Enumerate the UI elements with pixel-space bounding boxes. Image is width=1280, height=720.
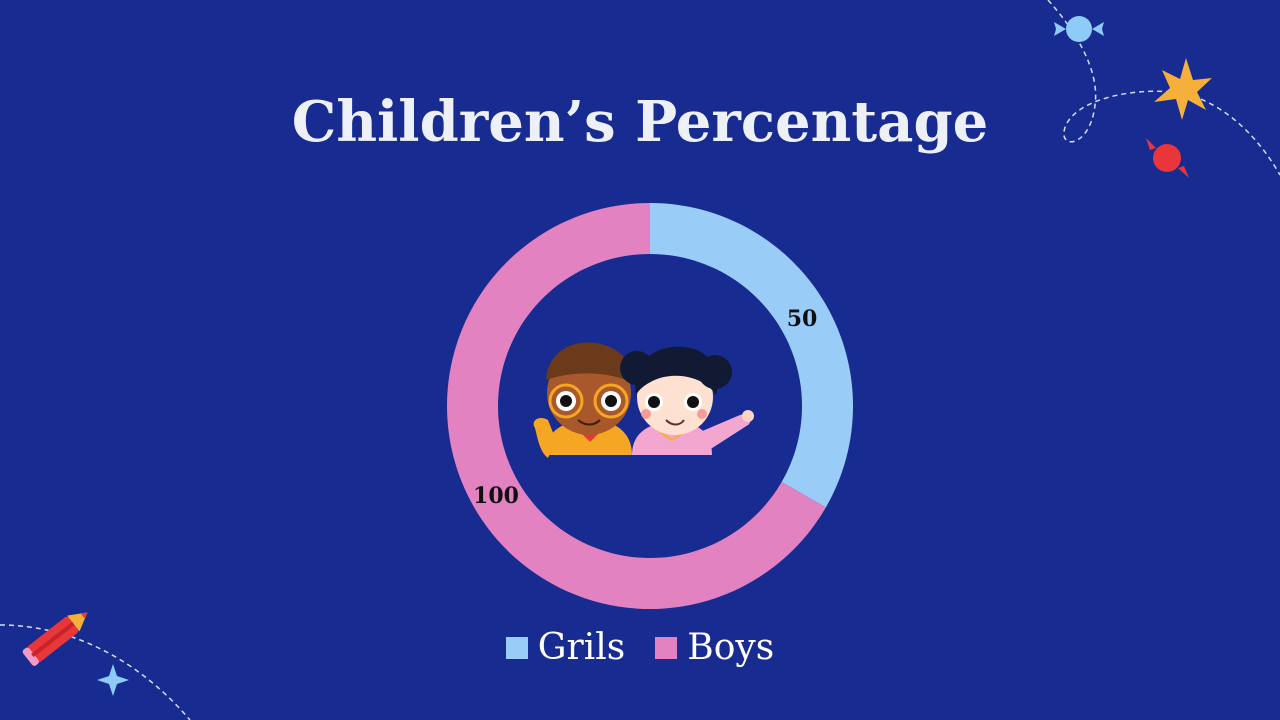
chart-legend: Grils Boys: [0, 622, 1280, 674]
legend-item-boys: Boys: [655, 622, 774, 674]
children-illustration: [533, 342, 754, 458]
legend-label-boys: Boys: [687, 627, 775, 668]
legend-item-girls: Grils: [505, 622, 626, 674]
data-label-boys: 100: [473, 483, 519, 509]
page-title: Children’s Percentage: [291, 89, 989, 155]
donut-slice-grils: [650, 203, 854, 508]
data-label-grils: 50: [787, 306, 818, 332]
legend-swatch-boys: [655, 637, 678, 659]
legend-swatch-girls: [505, 637, 528, 659]
legend-label-girls: Grils: [537, 627, 626, 668]
